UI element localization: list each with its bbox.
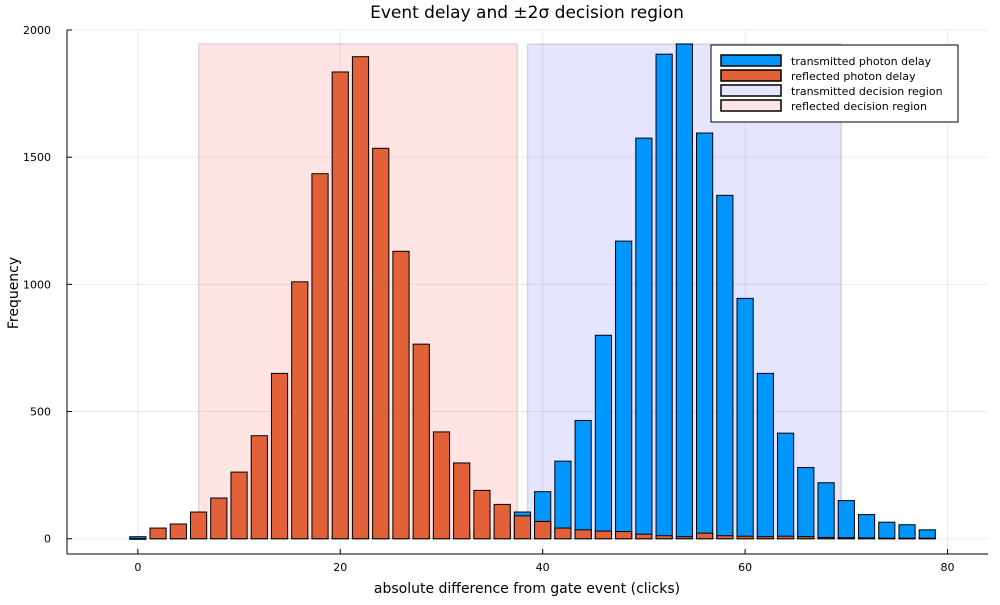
- bar: [655, 53, 673, 540]
- bar: [817, 536, 835, 540]
- bars: [129, 43, 936, 540]
- bar: [372, 147, 390, 540]
- bar: [594, 334, 613, 540]
- legend-entry: transmitted decision region: [720, 84, 943, 98]
- axes: 0 20 40 60 80 0 500 1000 1500 2000: [23, 24, 988, 574]
- bar: [250, 435, 268, 540]
- bar: [675, 43, 693, 540]
- x-tick-label: 80: [941, 561, 955, 574]
- bar: [756, 372, 774, 540]
- bar: [878, 537, 896, 540]
- bar: [837, 537, 855, 540]
- x-axis-label: absolute difference from gate event (cli…: [374, 581, 680, 597]
- bar: [493, 503, 511, 540]
- bar: [756, 536, 774, 540]
- bar: [898, 524, 916, 540]
- legend-label: reflected decision region: [791, 100, 927, 113]
- bar: [554, 527, 572, 540]
- bar: [129, 538, 147, 540]
- bar: [918, 529, 936, 540]
- bar: [311, 173, 329, 540]
- legend-entry: transmitted photon delay: [720, 54, 932, 68]
- bar: [898, 537, 916, 540]
- legend-entry: reflected decision region: [720, 99, 927, 113]
- legend-label: transmitted photon delay: [791, 55, 932, 68]
- bar: [776, 432, 795, 540]
- legend-swatch: [720, 54, 782, 67]
- legend-label: transmitted decision region: [791, 85, 943, 98]
- chart-title: Event delay and ±2σ decision region: [370, 3, 684, 23]
- legend-swatch-bg: [721, 85, 781, 96]
- bar: [412, 343, 430, 540]
- bar: [574, 419, 592, 540]
- bar: [432, 431, 451, 540]
- y-tick-label: 0: [44, 533, 51, 546]
- y-tick-label: 1500: [23, 151, 51, 164]
- bar: [210, 497, 228, 540]
- bar: [675, 536, 693, 540]
- x-tick-label: 20: [333, 561, 347, 574]
- legend: transmitted photon delay reflected photon…: [710, 44, 959, 123]
- bar: [291, 281, 309, 540]
- bar: [736, 535, 754, 540]
- bar: [817, 482, 835, 540]
- bar: [554, 460, 572, 540]
- legend-label: reflected photon delay: [791, 70, 916, 83]
- y-tick-label: 1000: [23, 278, 51, 291]
- legend-swatch-bg: [721, 100, 781, 111]
- legend-swatch: [720, 99, 782, 112]
- bar: [615, 240, 633, 540]
- y-axis-label: Frequency: [6, 257, 22, 329]
- bar: [857, 537, 876, 540]
- bar: [149, 527, 167, 540]
- bar: [615, 531, 633, 540]
- bar: [189, 511, 208, 540]
- bar: [837, 500, 855, 540]
- bar: [351, 56, 370, 540]
- y-tick-label: 2000: [23, 24, 51, 37]
- bar: [736, 297, 754, 540]
- bar: [453, 462, 471, 540]
- bar: [574, 529, 592, 540]
- x-tick-label: 0: [134, 561, 141, 574]
- bar: [857, 514, 876, 540]
- x-tick-label: 40: [536, 561, 550, 574]
- y-tick-label: 500: [30, 406, 51, 419]
- bar: [230, 471, 248, 540]
- bar: [878, 521, 896, 540]
- legend-swatch: [720, 69, 782, 82]
- bar: [169, 523, 187, 540]
- bar: [594, 530, 613, 540]
- bar: [696, 532, 714, 540]
- bar: [655, 535, 673, 540]
- bar-series: [129, 43, 936, 540]
- bar: [716, 535, 734, 540]
- bar: [513, 515, 532, 540]
- bar: [534, 520, 552, 540]
- bar: [716, 194, 734, 540]
- bar: [776, 535, 795, 540]
- bar: [918, 537, 936, 540]
- bar: [473, 489, 491, 540]
- bar: [331, 71, 349, 540]
- bar: [270, 372, 289, 540]
- bar: [392, 250, 410, 540]
- bar: [635, 137, 653, 540]
- bar: [635, 533, 653, 540]
- bar: [797, 536, 815, 540]
- legend-swatch: [720, 84, 782, 97]
- legend-entry: reflected photon delay: [720, 69, 916, 83]
- bar: [797, 467, 815, 540]
- x-tick-label: 60: [738, 561, 752, 574]
- bar-series: [129, 56, 936, 540]
- bar: [696, 132, 714, 540]
